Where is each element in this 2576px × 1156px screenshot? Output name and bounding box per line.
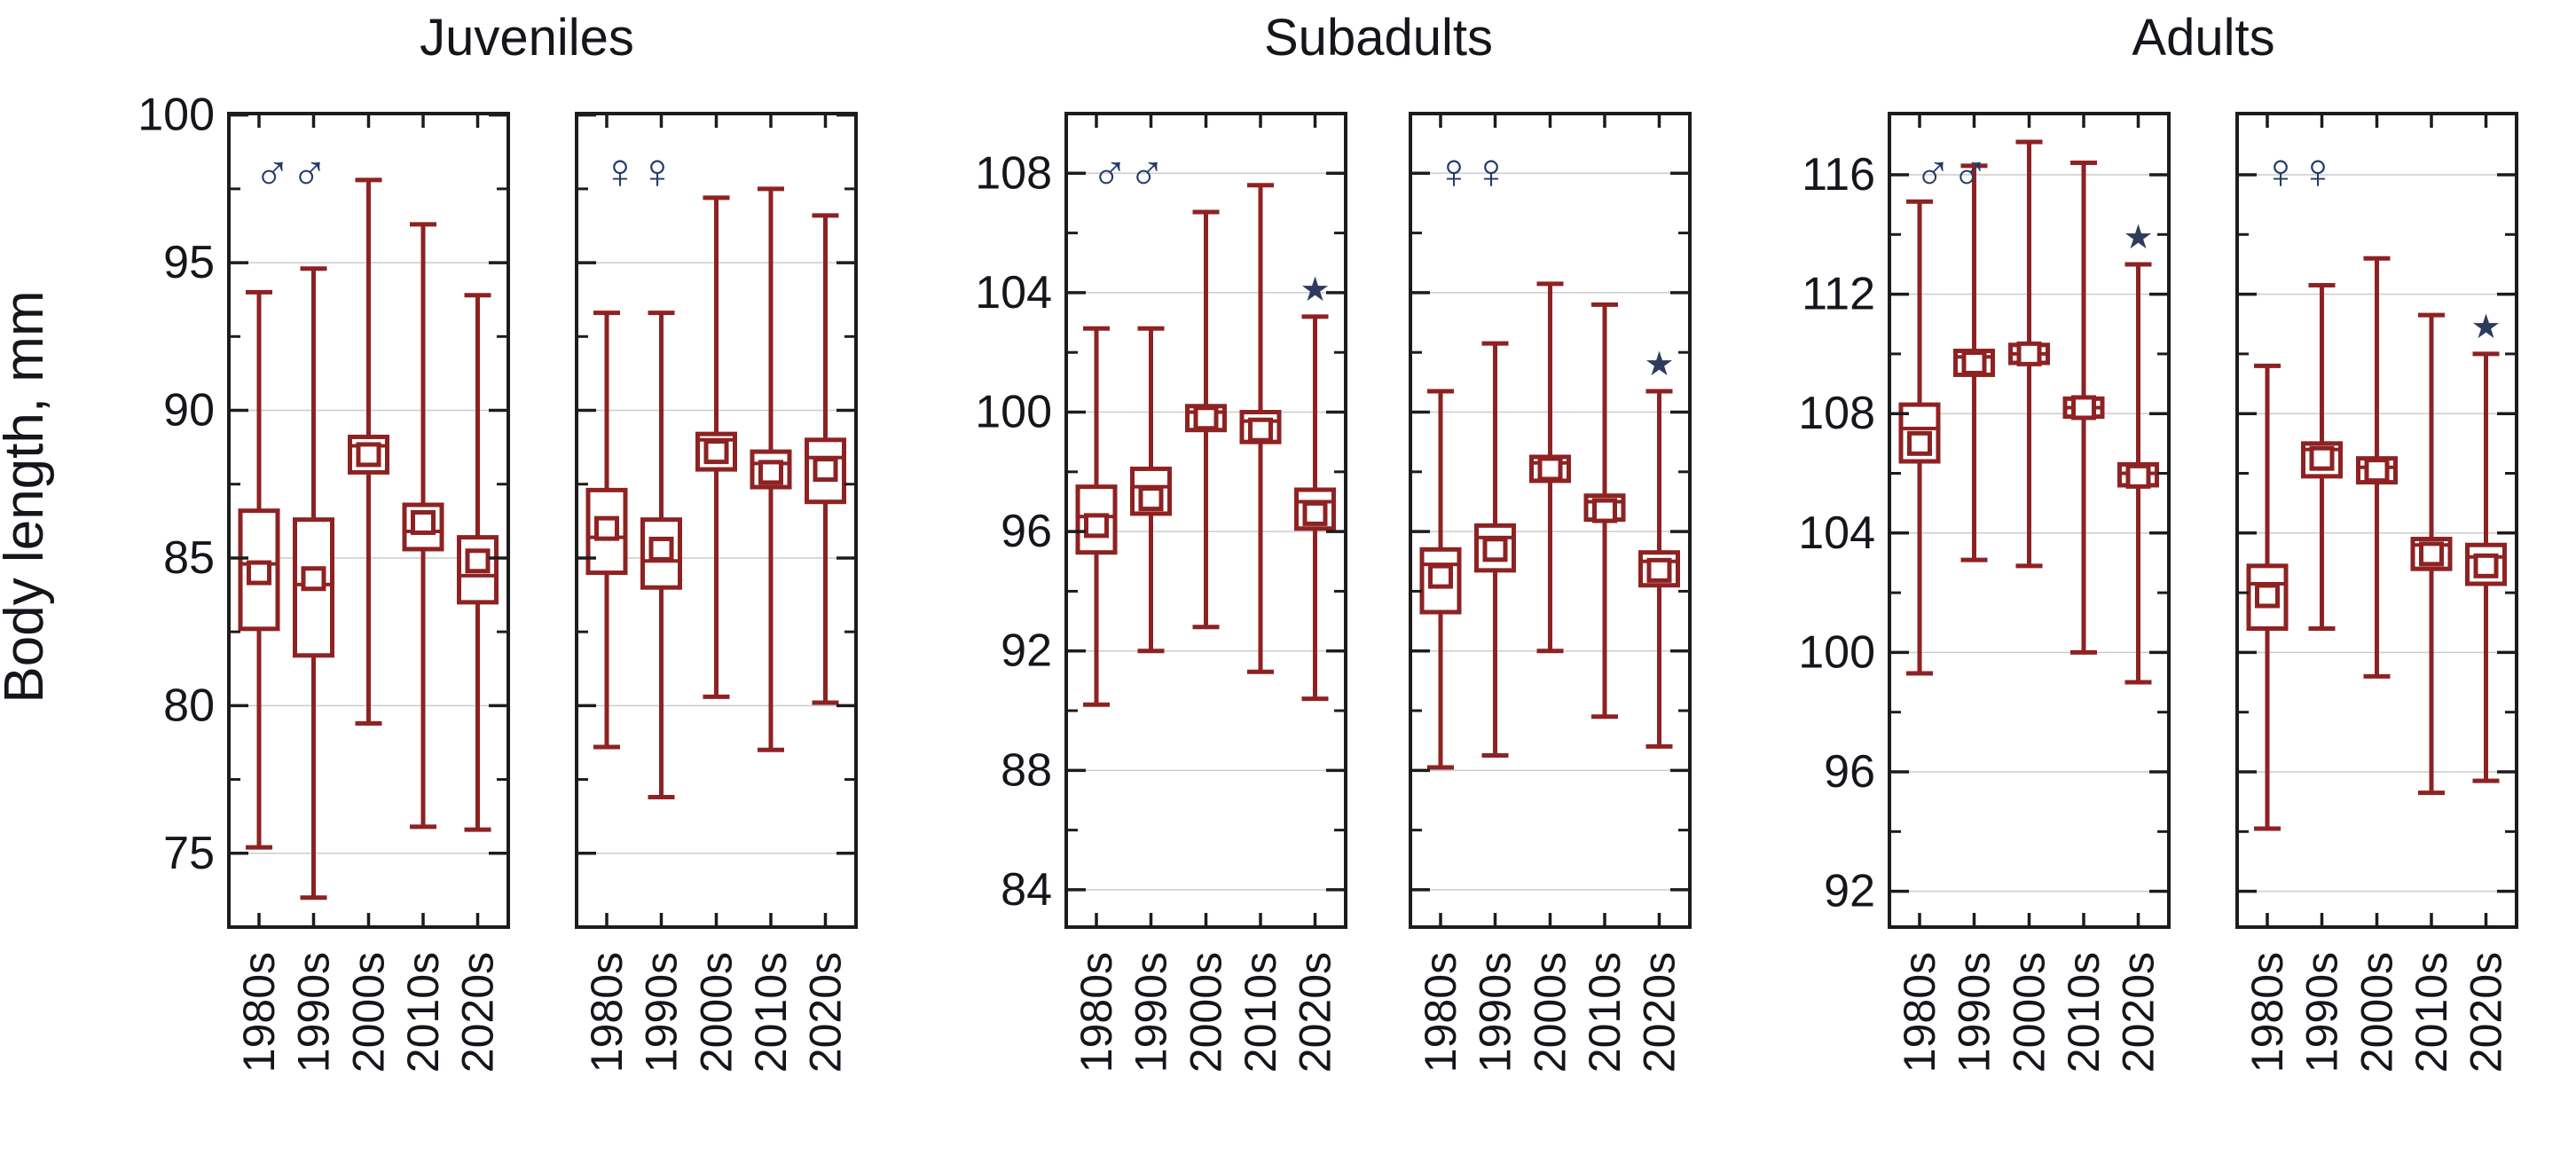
panel-juveniles-females-xlabel-2020s: 2020s <box>801 952 851 1073</box>
panel-subadults-males-xlabel-2010s: 2010s <box>1236 952 1285 1073</box>
panel-subadults-males-ytick-label-84: 84 <box>1001 864 1052 916</box>
panel-juveniles-males-xlabel-2020s: 2020s <box>453 952 503 1073</box>
panel-adults-males-ytick-label-104: 104 <box>1798 507 1875 559</box>
panel-juveniles-females-xlabel-1980s: 1980s <box>582 952 632 1073</box>
panel-adults-males-mean-marker-2000s <box>2016 341 2042 366</box>
panel-subadults-males-ytick-label-108: 108 <box>975 147 1052 199</box>
panel-juveniles-males-mean-marker-2020s <box>465 548 491 574</box>
panel-subadults-females-mean-marker-1990s <box>1482 537 1508 562</box>
panel-subadults-females-xlabel-1980s: 1980s <box>1416 952 1465 1073</box>
panel-subadults-males-sex-symbol: ♂♂ <box>1091 143 1166 199</box>
panel-juveniles-males-xlabel-1980s: 1980s <box>234 952 284 1073</box>
panel-adults-females-sex-symbol: ♀♀ <box>2262 143 2336 199</box>
panel-juveniles-males-xlabel-2000s: 2000s <box>344 952 394 1073</box>
panel-subadults-males-xlabel-1980s: 1980s <box>1072 952 1121 1073</box>
panel-adults-females-mean-marker-1990s <box>2309 445 2335 471</box>
group-title-adults: Adults <box>2132 9 2274 67</box>
panel-subadults-males-ytick-label-92: 92 <box>1001 625 1052 677</box>
panel-juveniles-males-ytick-label-95: 95 <box>163 237 215 288</box>
panel-adults-males-xlabel-2020s: 2020s <box>2114 952 2164 1073</box>
panel-adults-females-xlabel-1990s: 1990s <box>2297 952 2347 1073</box>
panel-adults-males-ytick-label-112: 112 <box>1802 269 1875 320</box>
panel-adults-males-xlabel-1990s: 1990s <box>1950 952 1999 1073</box>
panel-juveniles-males-sex-symbol: ♂♂ <box>254 143 328 199</box>
panel-juveniles-females-xlabel-2010s: 2010s <box>746 952 796 1073</box>
panel-subadults-females-mean-marker-2000s <box>1537 456 1563 482</box>
panel-adults-males-mean-marker-2010s <box>2071 395 2096 421</box>
panel-subadults-females-sex-symbol: ♀♀ <box>1435 143 1510 199</box>
panel-adults-males-ytick-label-96: 96 <box>1824 746 1875 798</box>
panel-juveniles-males-mean-marker-2010s <box>411 509 436 535</box>
panel-adults-males-xlabel-1980s: 1980s <box>1895 952 1944 1073</box>
panel-juveniles-males-ytick-label-100: 100 <box>137 90 215 141</box>
panel-subadults-males-ytick-label-96: 96 <box>1001 506 1052 557</box>
panel-juveniles-males-mean-marker-1980s <box>247 560 271 586</box>
panel-subadults-males-xlabel-2020s: 2020s <box>1291 952 1340 1073</box>
panel-adults-males-xlabel-2000s: 2000s <box>2005 952 2054 1073</box>
panel-adults-females-mean-marker-2010s <box>2419 541 2444 567</box>
panel-juveniles-males-mean-marker-2000s <box>356 442 381 468</box>
panel-adults-females-xlabel-2010s: 2010s <box>2407 952 2456 1073</box>
group-title-juveniles: Juveniles <box>420 9 634 67</box>
panel-adults-males-mean-marker-1980s <box>1907 430 1932 456</box>
panel-subadults-males-significance-star-2020s: ★ <box>1300 271 1330 309</box>
panel-subadults-females-xlabel-2020s: 2020s <box>1635 952 1685 1073</box>
panel-adults-females-mean-marker-2000s <box>2364 458 2390 484</box>
panel-adults-females-xlabel-1980s: 1980s <box>2242 952 2292 1073</box>
panel-juveniles-males-ytick-label-75: 75 <box>163 828 215 879</box>
panel-subadults-females-significance-star-2020s: ★ <box>1644 346 1674 383</box>
panel-subadults-males-ytick-label-100: 100 <box>975 387 1052 438</box>
panel-adults-males-ytick-label-116: 116 <box>1802 149 1875 201</box>
panel-adults-males-mean-marker-1990s <box>1961 350 1987 375</box>
panel-juveniles-females-mean-marker-2010s <box>758 460 783 485</box>
panel-subadults-males-ytick-label-104: 104 <box>975 267 1052 318</box>
panel-juveniles-males-ytick-label-90: 90 <box>163 385 215 436</box>
panel-subadults-males-xlabel-2000s: 2000s <box>1182 952 1231 1073</box>
panel-juveniles-females-mean-marker-2000s <box>703 439 729 465</box>
panel-adults-males-ytick-label-92: 92 <box>1824 866 1875 917</box>
panel-juveniles-females-mean-marker-1990s <box>648 536 674 562</box>
panel-subadults-females-mean-marker-2010s <box>1592 498 1617 523</box>
panel-adults-males-sex-symbol: ♂♂ <box>1914 143 1989 199</box>
panel-juveniles-females-mean-marker-1980s <box>594 515 619 541</box>
panel-subadults-males-ytick-label-88: 88 <box>1001 744 1052 796</box>
panel-subadults-males-mean-marker-2000s <box>1193 405 1219 431</box>
panel-adults-males-ytick-label-108: 108 <box>1798 388 1875 439</box>
panel-subadults-females-xlabel-1990s: 1990s <box>1471 952 1520 1073</box>
panel-juveniles-males-xlabel-2010s: 2010s <box>398 952 448 1073</box>
panel-juveniles-males-xlabel-1990s: 1990s <box>289 952 339 1073</box>
panel-adults-females-xlabel-2000s: 2000s <box>2352 952 2402 1073</box>
panel-juveniles-males-ytick-label-80: 80 <box>163 680 215 731</box>
panel-subadults-males-xlabel-1990s: 1990s <box>1127 952 1176 1073</box>
panel-adults-females-significance-star-2020s: ★ <box>2470 309 2501 346</box>
panel-juveniles-females-xlabel-2000s: 2000s <box>692 952 742 1073</box>
panel-subadults-females-mean-marker-1980s <box>1428 563 1453 589</box>
panel-subadults-males-mean-marker-2020s <box>1302 500 1328 526</box>
panel-adults-females-mean-marker-1980s <box>2255 583 2280 609</box>
panel-juveniles-females-mean-marker-2020s <box>813 457 838 483</box>
panel-subadults-males-mean-marker-2010s <box>1248 417 1273 443</box>
panel-subadults-females-mean-marker-2020s <box>1646 557 1672 583</box>
panel-adults-females-mean-marker-2020s <box>2473 553 2499 578</box>
panel-subadults-males-mean-marker-1980s <box>1084 513 1109 539</box>
panel-adults-males-ytick-label-100: 100 <box>1798 626 1875 678</box>
panel-subadults-females-xlabel-2010s: 2010s <box>1580 952 1630 1073</box>
panel-juveniles-females-xlabel-1990s: 1990s <box>637 952 687 1073</box>
panel-juveniles-females-sex-symbol: ♀♀ <box>601 143 676 199</box>
panel-juveniles-males-mean-marker-1990s <box>301 566 326 592</box>
group-title-subadults: Subadults <box>1264 9 1493 67</box>
panel-adults-females-xlabel-2020s: 2020s <box>2462 952 2511 1073</box>
panel-juveniles-males-ytick-label-85: 85 <box>163 532 215 584</box>
panel-subadults-females-xlabel-2000s: 2000s <box>1526 952 1575 1073</box>
y-axis-label: Body length, mm <box>0 290 55 703</box>
panel-adults-males-xlabel-2010s: 2010s <box>2059 952 2109 1073</box>
panel-adults-males-significance-star-2020s: ★ <box>2123 219 2153 256</box>
panel-adults-males-mean-marker-2020s <box>2125 463 2151 489</box>
panel-subadults-males-mean-marker-1990s <box>1138 486 1164 512</box>
